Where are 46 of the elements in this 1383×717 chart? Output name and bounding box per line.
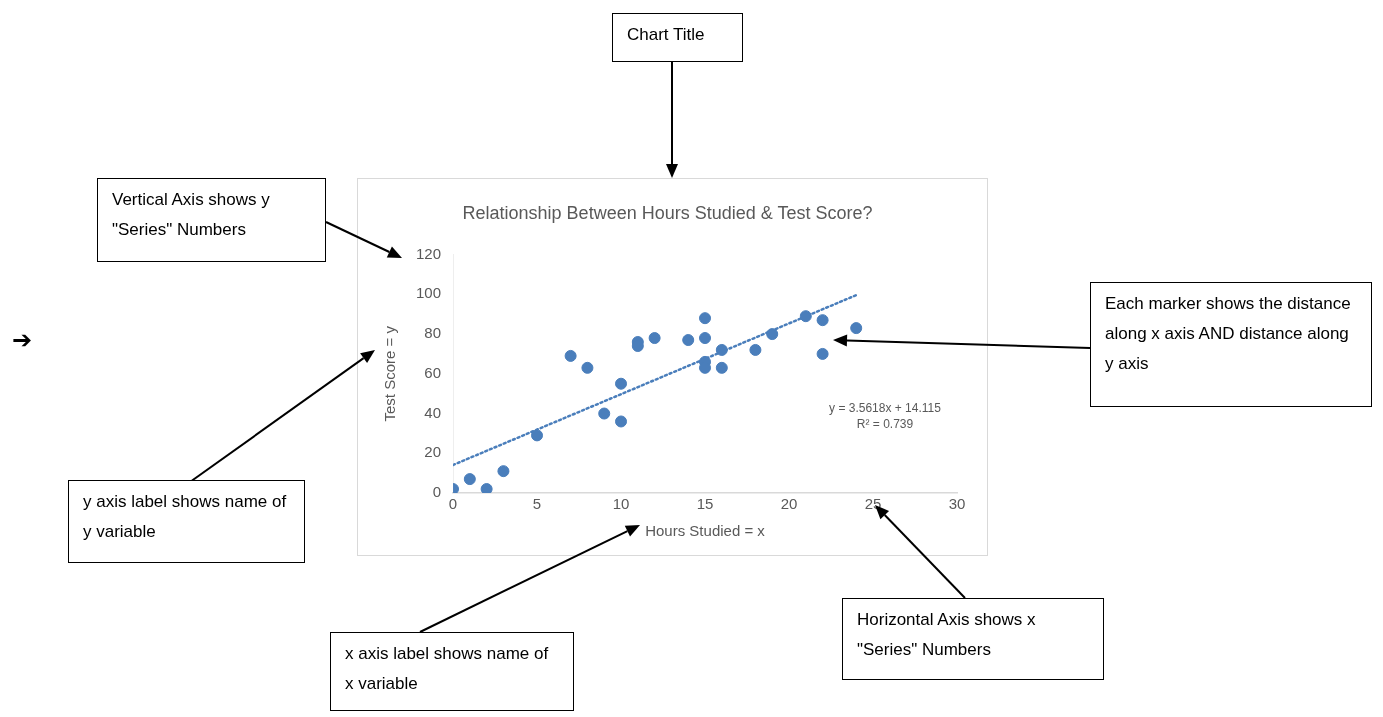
text: Vertical Axis shows y "Series" Numbers [97,178,326,262]
point [749,343,762,356]
x-tick-label: 10 [612,495,630,513]
point [699,312,712,325]
x-tick-label: 5 [532,495,542,513]
point [598,407,611,420]
annotation: R² = 0.739 [855,416,915,432]
x-axis-title: Hours Studied = x [645,522,766,540]
y-tick-label: 80 [424,324,442,342]
point [564,349,577,362]
point [816,347,829,360]
point [850,322,863,335]
point [682,334,695,347]
point [816,314,829,327]
point [463,473,476,486]
y-axis-title: Test Score = y [381,325,399,422]
text: Horizontal Axis shows x "Series" Numbers [842,598,1104,680]
text: x axis label shows name of x variable [330,632,574,711]
point [497,465,510,478]
y-tick-label: 40 [424,403,442,421]
point [799,310,812,323]
chart-title: Relationship Between Hours Studied & Test Score? [462,202,873,223]
point [581,361,594,374]
point [615,415,628,428]
x-tick-label: 20 [780,495,798,513]
point [648,332,661,345]
x-tick-label: 0 [448,495,458,513]
point [480,483,493,493]
y-tick-label: 20 [424,443,442,461]
x-tick-label: 15 [696,495,714,513]
text: Chart Title [612,13,743,62]
y-tick-label: 120 [416,244,442,262]
text: y axis label shows name of y variable [68,480,305,563]
point [531,429,544,442]
y-tick-label: 0 [432,483,442,501]
point [715,343,728,356]
point [699,332,712,345]
annotation: y = 3.5618x + 14.115 [828,400,942,416]
point [715,361,728,374]
x-tick-label: 30 [948,495,966,513]
y-tick-label: 60 [424,363,442,381]
point [615,377,628,390]
y-tick-label: 100 [416,284,442,302]
text: ➔ [12,326,33,354]
text: Each marker shows the distance along x axis AND distance along y axis [1090,282,1372,407]
point [766,328,779,341]
